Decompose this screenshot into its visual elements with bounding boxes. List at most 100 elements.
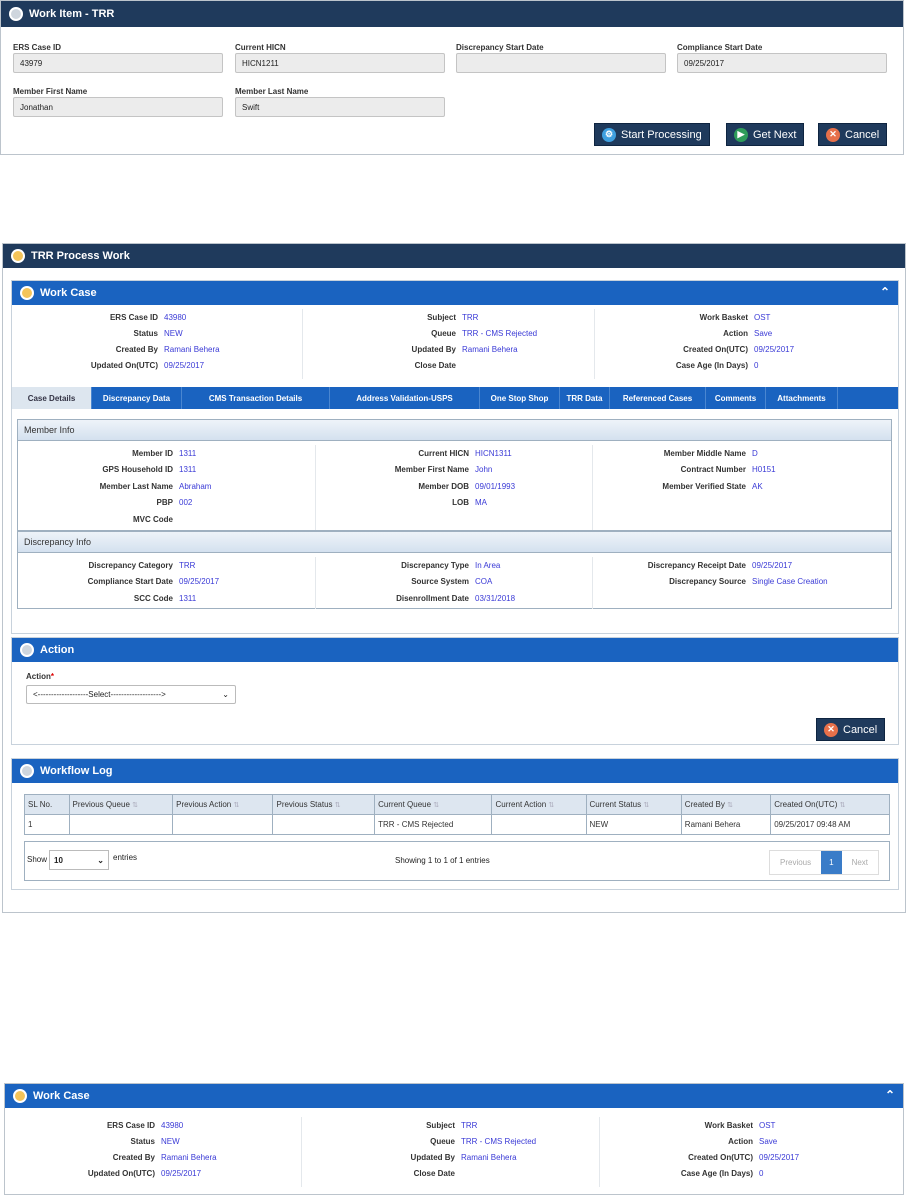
work-case-header-2[interactable]: Work Case ⌃ <box>5 1084 903 1108</box>
entries-value: 10 <box>54 856 63 865</box>
chevron-up-icon[interactable]: ⌃ <box>884 1088 895 1102</box>
column-header-label: Created By <box>684 800 725 809</box>
sort-icon[interactable]: ⇅ <box>132 802 139 809</box>
info-value: TRR <box>461 1120 478 1130</box>
info-row: Created By Ramani Behera <box>11 1149 217 1165</box>
column-header[interactable]: Created By ⇅ <box>680 794 772 815</box>
workflow-log-section: Workflow Log SL No. Previous Queue ⇅ Previ… <box>11 758 899 890</box>
tab-address-validation-usps[interactable]: Address Validation-USPS <box>330 387 480 409</box>
start-processing-button[interactable]: ⚙ Start Processing <box>594 123 710 146</box>
info-value: TRR - CMS Rejected <box>462 328 538 338</box>
work-case-header[interactable]: Work Case ⌃ <box>12 281 898 305</box>
field-input: Swift <box>235 97 445 117</box>
field-label: Compliance Start Date <box>677 43 763 52</box>
info-key: ERS Case ID <box>106 1120 155 1130</box>
tab-bar: Case Details Discrepancy Data CMS Transact… <box>12 387 898 409</box>
info-row: Discrepancy Source Single Case Creation <box>602 574 828 590</box>
column-divider <box>315 557 316 609</box>
column-header[interactable]: Previous Queue ⇅ <box>68 794 174 815</box>
info-key: Close Date <box>414 360 456 370</box>
chevron-up-icon[interactable]: ⌃ <box>879 285 890 299</box>
info-key: MVC Code <box>133 514 173 524</box>
column-divider <box>592 557 593 609</box>
info-value: John <box>475 465 493 474</box>
info-row: Compliance Start Date 09/25/2017 <box>29 574 219 590</box>
tab-cms-transaction-details[interactable]: CMS Transaction Details <box>182 387 330 409</box>
column-header[interactable]: Previous Action ⇅ <box>172 794 274 815</box>
sort-icon[interactable]: ⇅ <box>233 802 240 809</box>
tab-attachments[interactable]: Attachments <box>766 387 838 409</box>
info-row: Discrepancy Type In Area <box>325 557 500 573</box>
cancel-button[interactable]: ✕ Cancel <box>818 123 888 146</box>
process-work-panel: TRR Process Work Work Case ⌃ ERS Case ID 4… <box>2 243 906 913</box>
column-header[interactable]: Created On(UTC) ⇅ <box>770 794 890 815</box>
action-cancel-button[interactable]: ✕ Cancel <box>816 718 886 741</box>
info-row: Discrepancy Receipt Date 09/25/2017 <box>602 557 792 573</box>
show-label: Show <box>27 855 48 864</box>
column-header[interactable]: Previous Status ⇅ <box>272 794 376 815</box>
process-title: TRR Process Work <box>31 250 130 262</box>
table-cell: NEW <box>585 814 682 835</box>
entries-label: entries <box>113 853 138 862</box>
info-key: Member ID <box>132 448 173 458</box>
info-value: H0151 <box>752 465 776 474</box>
gear-icon: ⚙ <box>602 127 616 142</box>
info-row: Created On(UTC) 09/25/2017 <box>609 1149 799 1165</box>
column-header[interactable]: Current Status ⇅ <box>585 794 682 815</box>
action-select[interactable]: <-------------------Select--------------… <box>26 685 236 704</box>
info-value: 0 <box>754 360 759 370</box>
get-next-button[interactable]: ▶ Get Next <box>726 123 805 146</box>
info-key: Subject <box>427 312 456 322</box>
sort-icon[interactable]: ⇅ <box>643 802 650 809</box>
sort-icon[interactable]: ⇅ <box>548 802 555 809</box>
tab-comments[interactable]: Comments <box>706 387 766 409</box>
work-item-icon <box>9 7 23 21</box>
info-key: Contract Number <box>680 465 746 474</box>
info-value: Save <box>759 1136 778 1146</box>
info-value: 43980 <box>164 312 187 322</box>
info-row: Updated On(UTC) 09/25/2017 <box>11 1165 201 1181</box>
column-header[interactable]: Current Action ⇅ <box>491 794 587 815</box>
user-icon <box>20 764 34 778</box>
info-row: Updated By Ramani Behera <box>312 341 518 357</box>
table-cell <box>491 814 587 835</box>
sort-icon[interactable]: ⇅ <box>727 802 733 809</box>
tab-trr-data[interactable]: TRR Data <box>560 387 610 409</box>
table-cell <box>272 814 376 835</box>
page-1-button[interactable]: 1 <box>821 851 842 874</box>
info-key: GPS Household ID <box>102 465 173 474</box>
previous-page-button[interactable]: Previous <box>780 858 812 867</box>
info-value: TRR <box>179 560 196 570</box>
info-key: SCC Code <box>133 593 173 603</box>
info-value: MA <box>475 498 487 507</box>
tab-referenced-cases[interactable]: Referenced Cases <box>610 387 706 409</box>
sort-icon[interactable]: ⇅ <box>433 802 440 809</box>
info-row: GPS Household ID 1311 <box>29 462 196 478</box>
table-header-row: SL No. Previous Queue ⇅ Previous Action ⇅ P… <box>24 794 890 815</box>
required-marker: * <box>50 672 55 681</box>
action-cancel-label: Cancel <box>843 723 878 736</box>
work-case-icon <box>13 1089 27 1103</box>
info-key: Subject <box>426 1120 455 1130</box>
tab-one-stop-shop[interactable]: One Stop Shop <box>480 387 560 409</box>
info-key: Member Last Name <box>99 481 173 491</box>
column-header[interactable]: Current Queue ⇅ <box>374 794 493 815</box>
sort-icon[interactable]: ⇅ <box>839 802 846 809</box>
column-header-label: Previous Status <box>276 800 333 809</box>
info-row: Updated On(UTC) 09/25/2017 <box>14 357 204 373</box>
column-header[interactable]: SL No. <box>24 794 70 815</box>
column-divider <box>301 1117 302 1187</box>
info-row: Status NEW <box>14 325 183 341</box>
action-title: Action <box>40 644 75 656</box>
tab-case-details[interactable]: Case Details <box>12 387 92 409</box>
table-row: 1 TRR - CMS Rejected NEW Ramani Behera 09/25… <box>24 814 890 835</box>
info-key: Created On(UTC) <box>688 1152 753 1162</box>
info-row: Close Date <box>312 357 462 373</box>
next-page-button[interactable]: Next <box>851 858 869 867</box>
sort-icon[interactable]: ⇅ <box>334 802 341 809</box>
tab-discrepancy-data[interactable]: Discrepancy Data <box>92 387 182 409</box>
info-key: Queue <box>431 328 456 338</box>
info-key: Work Basket <box>699 312 748 322</box>
entries-select[interactable]: 10 ⌄ <box>49 850 109 870</box>
info-value: TRR <box>462 312 479 322</box>
